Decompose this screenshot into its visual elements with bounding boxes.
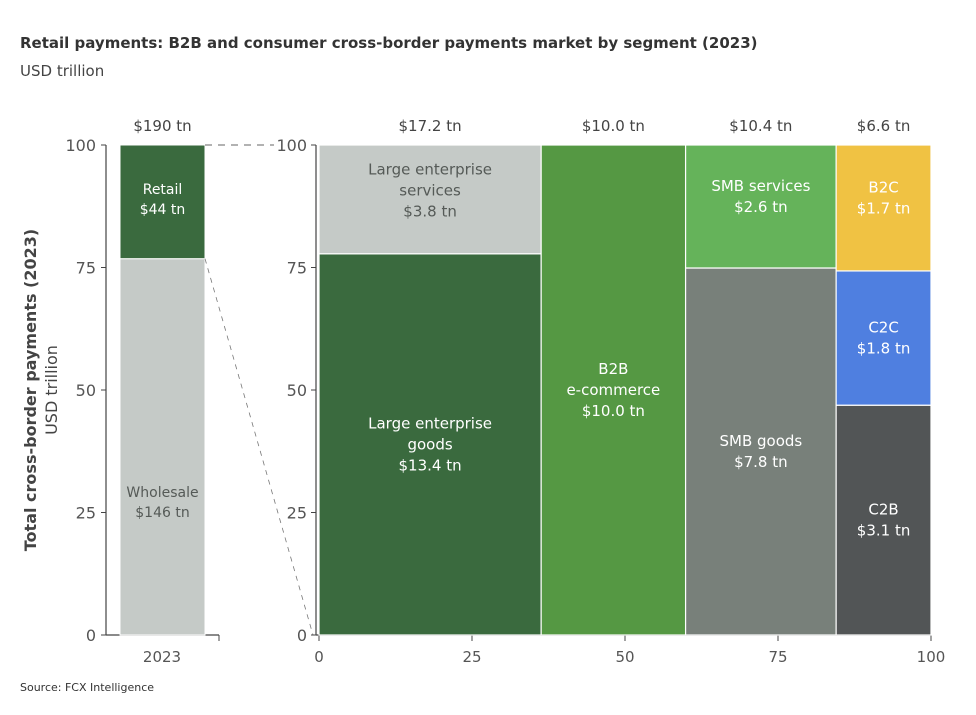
marimekko-segment: [318, 253, 542, 636]
segment-label: $1.7 tn: [857, 199, 911, 217]
x-tick-label: 2023: [143, 648, 181, 666]
marimekko-segment: [684, 144, 837, 269]
segment-label: $3.8 tn: [403, 203, 457, 221]
right-y-tick-label: 25: [287, 504, 307, 523]
segment-label: SMB services: [711, 177, 810, 195]
right-y-tick-label: 0: [297, 626, 307, 645]
bar-segment-wholesale: [119, 258, 206, 636]
segment-label: $13.4 tn: [399, 456, 462, 474]
column-total-label: $6.6 tn: [857, 117, 911, 135]
segment-label: SMB goods: [719, 432, 802, 450]
marimekko-segment: [835, 404, 932, 636]
marimekko-segment: [318, 144, 542, 255]
segment-label: Wholesale: [126, 485, 198, 501]
marimekko-segment: [684, 267, 837, 636]
column-total-label: $17.2 tn: [399, 117, 462, 135]
y-axis-title: Total cross-border payments (2023): [21, 229, 40, 551]
segment-label: $7.8 tn: [734, 453, 788, 471]
right-y-tick-label: 75: [287, 259, 307, 278]
segment-label: $3.1 tn: [857, 522, 911, 540]
column-total-label: $10.4 tn: [729, 117, 792, 135]
segment-label: $2.6 tn: [734, 198, 788, 216]
x-tick-label: 50: [615, 648, 634, 666]
y-axis-unit: USD trillion: [42, 345, 61, 435]
segment-label: $1.8 tn: [857, 340, 911, 358]
x-tick-label: 75: [768, 648, 787, 666]
bar-segment-retail: [119, 144, 206, 260]
x-tick-label: 25: [462, 648, 481, 666]
column-total-label: $10.0 tn: [582, 117, 645, 135]
segment-value-label: $44 tn: [140, 202, 186, 218]
segment-label: C2B: [868, 501, 898, 519]
left-y-tick-label: 25: [76, 504, 96, 523]
marimekko-segment: [835, 270, 932, 406]
chart-title: Retail payments: B2B and consumer cross-…: [20, 34, 758, 52]
source-note: Source: FCX Intelligence: [20, 681, 155, 694]
left-y-tick-label: 50: [76, 381, 96, 400]
marimekko-segment: [835, 144, 932, 272]
segment-label: Large enterprise: [368, 161, 492, 179]
segment-label: B2B: [598, 360, 628, 378]
chart-subtitle: USD trillion: [20, 62, 105, 80]
segment-label: Large enterprise: [368, 414, 492, 432]
segment-label: goods: [407, 435, 452, 453]
x-tick-label: 100: [917, 648, 946, 666]
segment-label: B2C: [868, 178, 898, 196]
bar-total-label: $190 tn: [133, 117, 191, 135]
left-y-tick-label: 100: [65, 136, 96, 155]
marimekko-segment: [540, 144, 687, 636]
right-y-tick-label: 50: [287, 381, 307, 400]
segment-label: Retail: [143, 182, 183, 198]
segment-label: e-commerce: [566, 381, 660, 399]
right-y-tick-label: 100: [276, 136, 307, 155]
segment-value-label: $146 tn: [135, 505, 189, 521]
x-tick-label: 0: [314, 648, 324, 666]
segment-label: C2C: [868, 319, 899, 337]
left-y-tick-label: 75: [76, 259, 96, 278]
segment-label: services: [399, 182, 461, 200]
left-y-tick-label: 0: [86, 626, 96, 645]
connector-line-bottom: [204, 258, 314, 636]
segment-label: $10.0 tn: [582, 402, 645, 420]
